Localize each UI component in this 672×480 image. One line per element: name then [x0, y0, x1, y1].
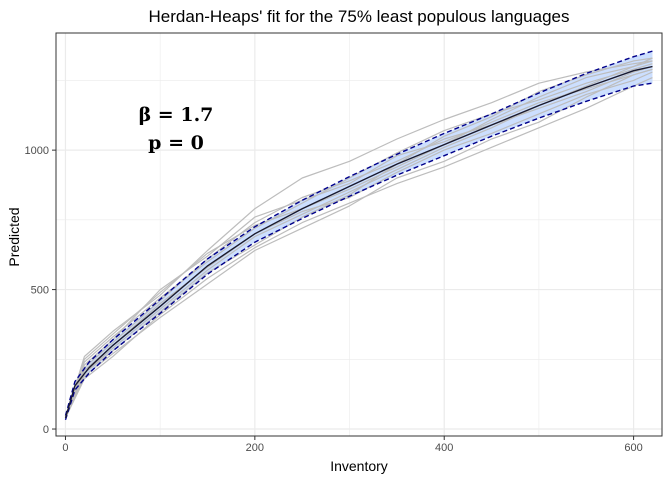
- x-tick-label: 200: [246, 442, 264, 454]
- observed-series-line-6: [64, 63, 653, 419]
- y-axis-title: Predicted: [6, 207, 22, 266]
- observed-series-line-5: [64, 71, 653, 419]
- observed-series-line-3: [64, 60, 653, 419]
- lower-bound-line: [64, 82, 653, 421]
- x-tick-label: 400: [435, 442, 453, 454]
- observed-series-line-7: [64, 77, 653, 419]
- chart-title: Herdan-Heaps' fit for the 75% least popu…: [149, 7, 570, 26]
- panel-border: [55, 32, 663, 437]
- x-tick-label: 600: [624, 442, 642, 454]
- p-annotation: p = 0: [148, 132, 204, 154]
- y-tick-label: 500: [31, 285, 49, 297]
- fit-line: [64, 65, 653, 419]
- x-tick-label: 0: [62, 442, 68, 454]
- observed-series-line-9: [64, 57, 653, 419]
- x-axis-title: Inventory: [330, 458, 388, 474]
- fit-line-layer: [64, 65, 653, 419]
- observed-series-line-8: [64, 65, 653, 419]
- beta-annotation: β = 1.7: [139, 104, 214, 126]
- y-tick-label: 1000: [25, 145, 49, 157]
- bounds-layer: [64, 50, 653, 421]
- y-tick-label: 0: [43, 424, 49, 436]
- plot-panel: [55, 32, 663, 437]
- observed-series-line-4: [64, 68, 653, 419]
- tick-labels-layer: 0 200 400 600 0 500 1000: [25, 145, 643, 454]
- observed-series-line-10: [64, 60, 653, 419]
- ticks-layer: [52, 149, 635, 440]
- upper-bound-line: [64, 50, 653, 416]
- grid-layer: [56, 33, 662, 436]
- observed-series-layer: [64, 57, 653, 419]
